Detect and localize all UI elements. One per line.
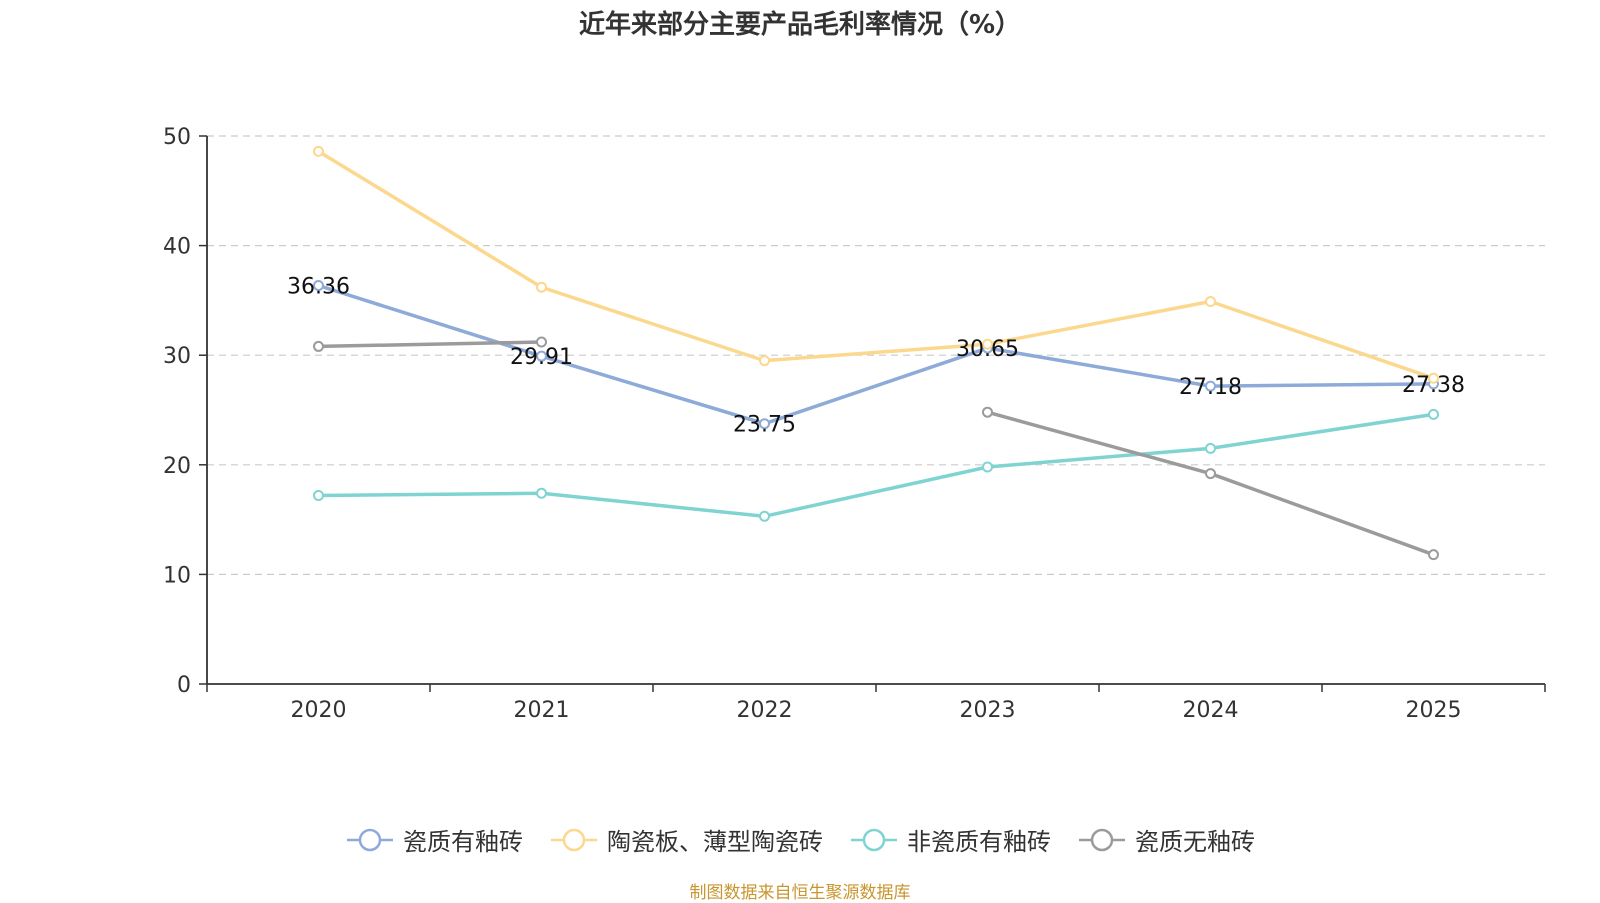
legend-label: 陶瓷板、薄型陶瓷砖 [607,828,823,856]
y-tick-label: 40 [163,235,191,260]
y-tick-label: 30 [163,344,191,369]
data-label: 27.18 [1179,375,1242,400]
data-point [1205,380,1216,392]
series-line [987,410,1435,557]
chart-title: 近年来部分主要产品毛利率情况（%） [578,10,1022,40]
axes: 0 10 20 30 40 50 2020 2021 2022 2023 2024 2025 [163,125,1546,723]
data-label: 36.36 [287,274,350,299]
grid-lines [207,135,1545,576]
data-point [759,355,770,367]
legend: 瓷质有釉砖 陶瓷板、薄型陶瓷砖 非瓷质有釉砖 瓷质无釉砖 [0,822,1600,857]
data-label: 30.65 [956,337,1019,362]
data-point [313,145,324,157]
data-point [536,281,547,293]
series-line [318,340,542,349]
data-point [536,487,547,499]
x-tick-label: 2020 [291,698,347,723]
legend-label: 瓷质有釉砖 [403,828,523,856]
legend-item[interactable]: 瓷质无釉砖 [1077,822,1255,857]
data-point [1205,442,1216,454]
legend-marker-icon [347,828,393,851]
data-point [313,489,324,501]
data-point [313,340,324,352]
legend-marker-icon [1079,828,1125,851]
data-point [1428,408,1439,420]
y-tick-label: 50 [163,125,191,150]
data-point [1428,549,1439,561]
data-label: 23.75 [733,413,796,438]
data-point [982,461,993,473]
series-line [317,149,1435,380]
series-lines [313,145,1439,561]
data-point [982,406,993,418]
data-label: 29.91 [510,345,573,370]
y-tick-label: 20 [163,454,191,479]
data-point [1428,372,1439,384]
y-tick-label: 10 [163,563,191,588]
x-tick-label: 2025 [1406,698,1462,723]
data-point [536,336,547,348]
legend-item[interactable]: 瓷质有釉砖 [345,822,523,857]
series-line [317,283,1434,426]
y-tick-label: 0 [177,673,191,698]
data-point [1205,295,1216,307]
legend-label: 瓷质无釉砖 [1135,828,1255,856]
data-point [759,510,770,522]
data-point [759,418,770,430]
x-tick-label: 2024 [1183,698,1239,723]
legend-marker-icon [551,828,597,851]
data-point [1205,468,1216,480]
data-point [982,338,993,350]
legend-item[interactable]: 非瓷质有釉砖 [849,822,1051,857]
legend-item[interactable]: 陶瓷板、薄型陶瓷砖 [549,822,823,857]
legend-label: 非瓷质有釉砖 [907,828,1051,856]
x-tick-label: 2022 [737,698,793,723]
series-line [318,412,1434,519]
x-tick-label: 2021 [514,698,570,723]
data-label: 27.38 [1402,373,1465,398]
data-point [313,279,324,291]
source-note: 制图数据来自恒生聚源数据库 [689,883,911,903]
legend-marker-icon [851,828,897,851]
data-point [536,350,547,362]
data-labels: 36.36 29.91 23.75 30.65 27.18 27.38 [287,274,1465,437]
x-tick-label: 2023 [960,698,1016,723]
